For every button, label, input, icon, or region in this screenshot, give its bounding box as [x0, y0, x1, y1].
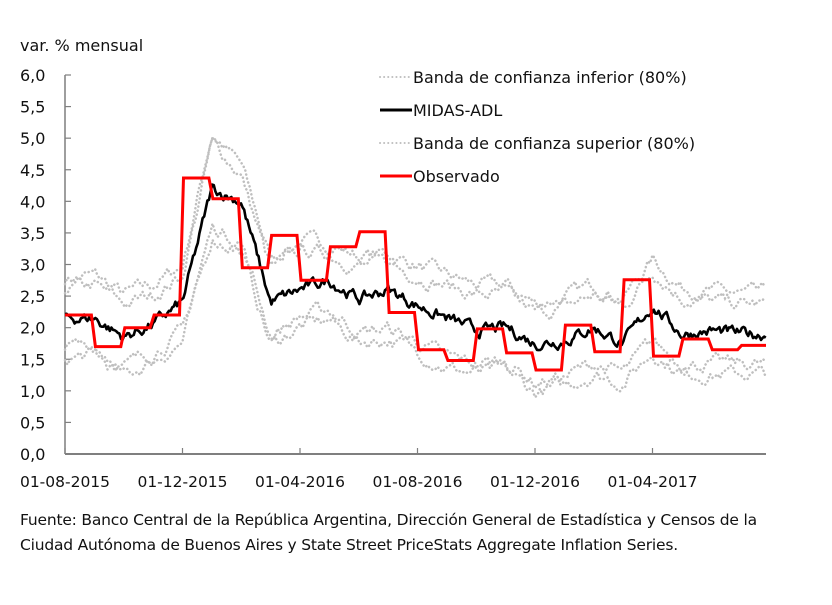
- x-tick-label: 01-12-2016: [490, 473, 580, 491]
- x-axis: 01-08-2015 01-12-2015 01-04-2016 01-08-2016…: [20, 448, 766, 491]
- lower-band-line: [63, 218, 767, 391]
- inflation-chart: var. % mensual 0,0 0,5 1,0 1,5 2,0 2,5 3,0 3,5 4…: [20, 36, 767, 491]
- y-tick-label: 5,0: [20, 129, 45, 148]
- upper-band-line: [63, 134, 767, 309]
- legend-label: Banda de confianza inferior (80%): [413, 68, 687, 87]
- y-axis-unit-label: var. % mensual: [20, 36, 143, 55]
- y-tick-label: 0,0: [20, 445, 45, 464]
- legend-item: Observado: [380, 167, 500, 186]
- plot-area: [63, 134, 767, 400]
- y-tick-label: 1,5: [20, 350, 45, 369]
- x-tick-label: 01-08-2015: [20, 473, 110, 491]
- y-tick-label: 2,5: [20, 287, 45, 306]
- observado-line: [65, 176, 766, 372]
- x-tick-label: 01-08-2016: [372, 473, 462, 491]
- legend-label: MIDAS-ADL: [413, 101, 502, 120]
- x-tick-label: 01-04-2017: [607, 473, 697, 491]
- y-tick-label: 4,0: [20, 192, 45, 211]
- y-tick-label: 3,0: [20, 256, 45, 275]
- y-tick-label: 1,0: [20, 382, 45, 401]
- midas-adl-line: [64, 183, 767, 352]
- legend-label: Banda de confianza superior (80%): [413, 134, 695, 153]
- x-tick-label: 01-12-2015: [137, 473, 227, 491]
- legend-item: MIDAS-ADL: [380, 101, 502, 120]
- x-tick-label: 01-04-2016: [255, 473, 345, 491]
- legend-label: Observado: [413, 167, 500, 186]
- legend-item: Banda de confianza superior (80%): [379, 134, 695, 153]
- y-tick-label: 3,5: [20, 224, 45, 243]
- y-tick-label: 2,0: [20, 319, 45, 338]
- legend: Banda de confianza inferior (80%) MIDAS-A…: [379, 68, 695, 186]
- lower-band-line: [63, 235, 767, 400]
- y-tick-label: 6,0: [20, 66, 45, 85]
- legend-item: Banda de confianza inferior (80%): [379, 68, 687, 87]
- y-tick-label: 5,5: [20, 98, 45, 117]
- upper-band-line: [63, 135, 767, 322]
- source-note: Fuente: Banco Central de la República Ar…: [20, 511, 757, 554]
- y-axis: 0,0 0,5 1,0 1,5 2,0 2,5 3,0 3,5 4,0 4,5 5,0 5,5 6,0: [20, 66, 71, 464]
- y-tick-label: 0,5: [20, 413, 45, 432]
- y-tick-label: 4,5: [20, 161, 45, 180]
